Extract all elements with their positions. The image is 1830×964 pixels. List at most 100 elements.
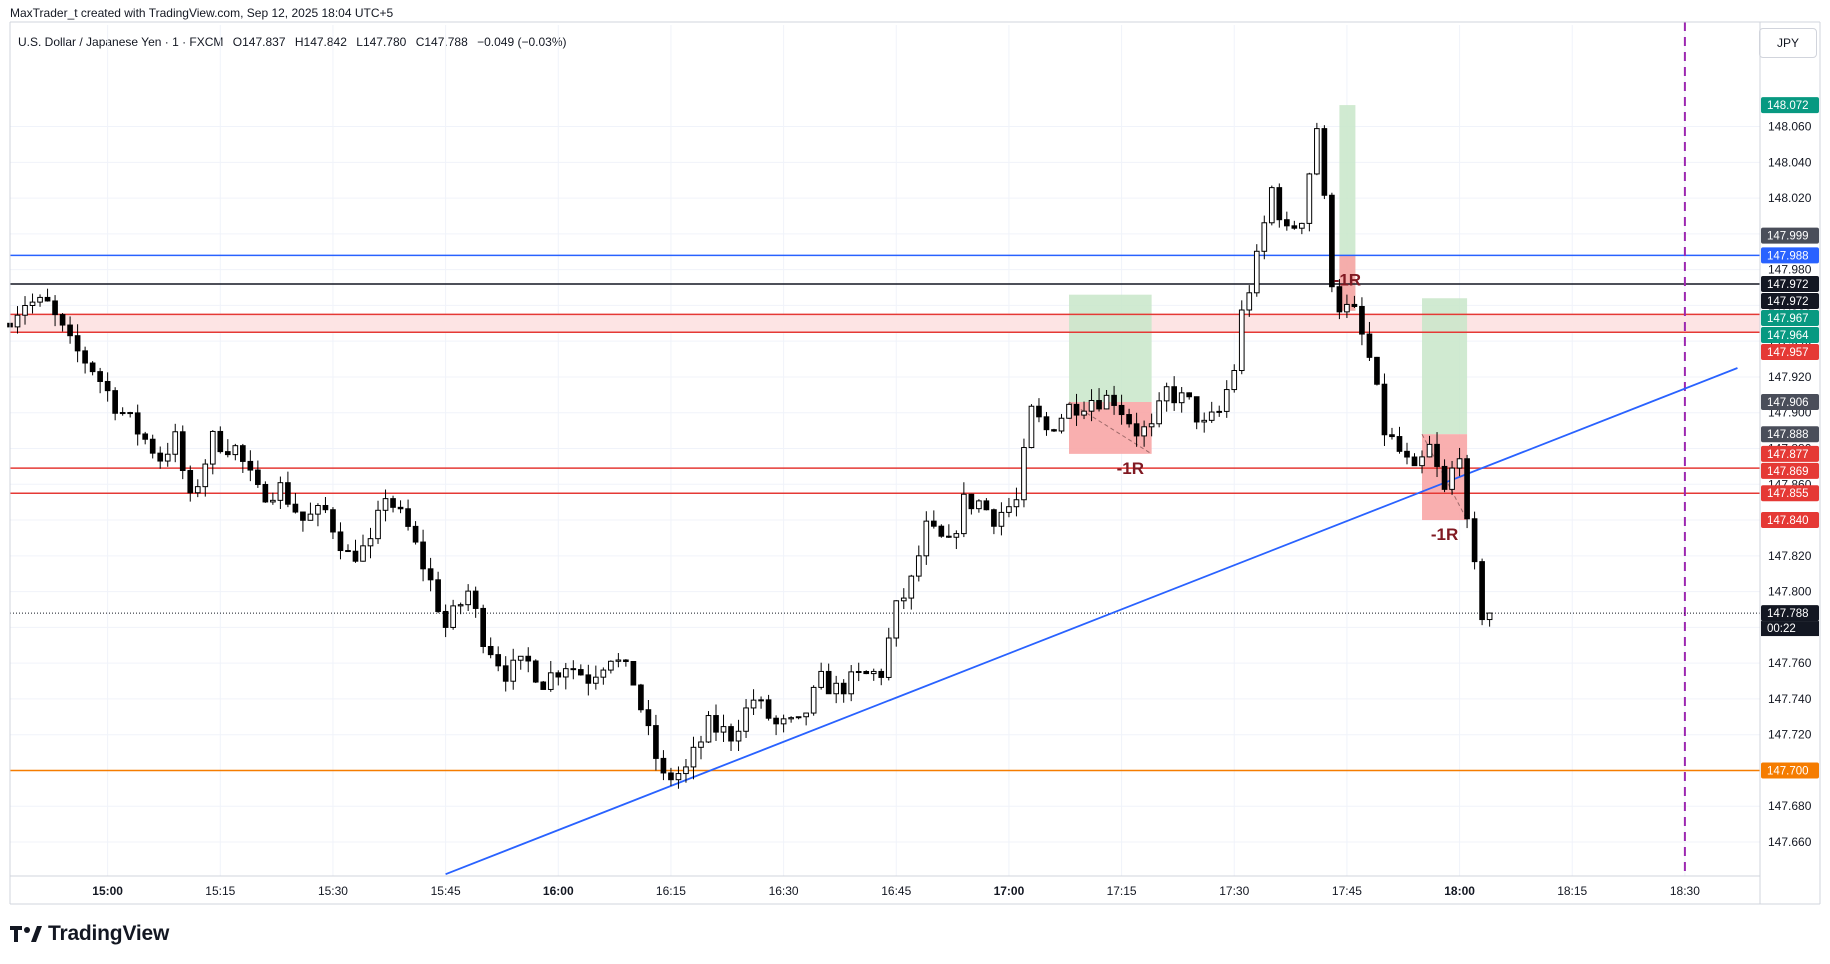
x-tick-label: 16:15 [656,884,686,898]
candle-up [119,412,126,415]
grid [10,25,1760,876]
candle-up [1148,423,1155,428]
candle-down [630,660,637,686]
position-path [1068,401,1152,455]
x-tick-label: 15:15 [205,884,235,898]
close-label: C [415,35,425,49]
candle-down [840,682,847,695]
candle-down [1381,383,1388,436]
trendline[interactable] [445,367,1738,876]
candle-down [97,371,103,382]
chart-credit: MaxTrader_t created with TradingView.com… [10,6,394,20]
x-tick-label: 15:30 [318,884,348,898]
candle-up [450,605,456,628]
candle-up [998,511,1005,527]
candle-down [179,431,186,472]
y-tick-label: 147.920 [1768,370,1812,384]
high-label: H [294,35,304,49]
price-badge-label: 147.988 [1767,250,1809,262]
candle-up [194,486,201,494]
candle-up [457,604,464,607]
candle-down [1051,429,1057,432]
candle-down [420,541,426,570]
price-chart[interactable]: -1R-1R-1R 147.660147.680147.700147.72014… [0,0,1830,920]
candle-up [277,482,284,501]
candle-down [825,670,832,695]
candle-down [345,550,351,553]
candle-up [833,682,840,695]
candle-down [427,568,434,581]
candle-down [983,500,990,511]
price-badge-label: 147.972 [1767,279,1809,291]
x-tick-label: 17:15 [1107,884,1137,898]
candle-down [89,362,96,373]
open-label: O [232,35,243,49]
candle-up [547,672,554,690]
candle-down [262,483,269,503]
candle-down [555,672,562,678]
y-tick-label: 147.760 [1768,656,1812,670]
candle-down [495,654,502,667]
high-value: 147.842 [303,35,347,49]
candle-up [758,699,764,702]
candle-down [149,438,156,454]
candle-up [795,716,802,719]
candle-down [1366,333,1373,358]
candle-up [923,520,930,557]
candle-up [232,445,239,456]
candle-up [1163,386,1170,402]
currency-button[interactable]: JPY [1759,28,1817,58]
price-badge [1761,343,1819,360]
candle-up [593,676,599,684]
candle-up [1028,405,1035,449]
candle-up [908,575,915,599]
price-badge [1761,97,1819,114]
r-label: -1R [1117,459,1144,478]
candle-down [1441,465,1448,490]
symbol-name[interactable]: U.S. Dollar / Japanese Yen · 1 · FXCM [18,35,224,49]
y-tick-label: 147.720 [1768,728,1812,742]
candle-down [570,668,577,671]
candle-up [315,505,321,515]
candle-up [1081,410,1087,416]
candle-up [562,668,569,678]
position-zones [10,105,1760,521]
candle-down [773,717,779,725]
candle-up [172,431,179,455]
y-tick-label: 148.060 [1768,120,1812,134]
candle-down [1396,436,1403,452]
candle-down [112,390,118,414]
candle-up [1066,403,1072,419]
candle-down [1171,386,1177,404]
candle-up [1449,467,1455,490]
candle-down [540,681,547,690]
candle-down [1126,414,1132,425]
candle-down [765,699,772,719]
price-badge-label: 147.700 [1767,765,1809,777]
candle-down [645,709,652,727]
candle-down [653,725,659,759]
candle-up [14,314,21,328]
candle-up [810,686,817,714]
candle-up [1344,303,1350,313]
candle-up [953,533,960,538]
candle-down [660,757,667,774]
candle-up [683,766,689,775]
candle-up [600,669,607,678]
price-badge-label: 147.840 [1767,515,1809,527]
price-badge-label: 147.877 [1767,449,1809,461]
candle-down [713,715,719,733]
price-badge-label: 147.964 [1767,330,1809,342]
y-tick-label: 147.980 [1768,263,1812,277]
x-tick-label: 16:30 [769,884,799,898]
candle-up [22,305,28,316]
candle-up [202,463,209,488]
candle-up [164,453,171,462]
candle-down [532,660,539,683]
candle-up [1021,447,1027,501]
candle-down [1186,392,1193,398]
candle-up [1314,128,1320,175]
candle-down [472,590,479,609]
candle-up [900,597,907,602]
tradingview-brand[interactable]: TradingView [10,922,169,946]
